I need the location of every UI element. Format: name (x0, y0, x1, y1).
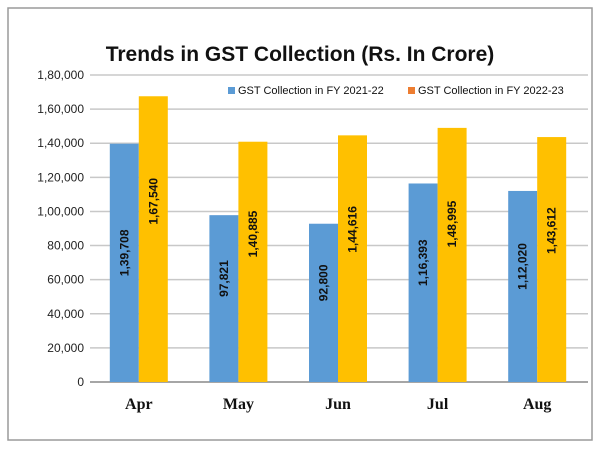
data-label: 1,39,708 (117, 229, 131, 276)
y-tick-label: 1,60,000 (37, 102, 84, 116)
data-label: 1,43,612 (545, 207, 559, 254)
y-tick-label: 60,000 (47, 273, 84, 287)
y-tick-label: 80,000 (47, 239, 84, 253)
legend-label: GST Collection in FY 2021-22 (238, 85, 384, 97)
data-label: 97,821 (217, 260, 231, 297)
data-label: 1,12,020 (516, 243, 530, 290)
data-label: 1,67,540 (146, 178, 160, 225)
y-tick-label: 40,000 (47, 307, 84, 321)
x-tick-label: Jun (325, 396, 351, 413)
bar-jul-series-2 (437, 127, 467, 382)
legend-marker (228, 87, 235, 94)
y-tick-label: 1,00,000 (37, 204, 84, 218)
data-label: 1,44,616 (346, 206, 360, 253)
data-label: 1,40,885 (246, 210, 260, 257)
x-tick-label: Jul (427, 396, 449, 413)
bar-apr-series-1 (109, 143, 139, 382)
x-tick-label: Apr (125, 396, 153, 413)
bar-jul-series-1 (408, 183, 438, 382)
chart-title: Trends in GST Collection (Rs. In Crore) (106, 43, 495, 66)
y-tick-label: 1,40,000 (37, 136, 84, 150)
bar-may-series-2 (238, 141, 268, 382)
data-label: 1,16,393 (416, 239, 430, 286)
y-tick-label: 1,80,000 (37, 68, 84, 82)
bar-aug-series-2 (537, 137, 567, 382)
bar-apr-series-2 (138, 96, 168, 382)
bar-jun-series-2 (338, 135, 367, 382)
x-tick-label: Aug (523, 396, 551, 413)
bar-may-series-1 (209, 215, 239, 382)
bar-jun-series-1 (309, 223, 338, 382)
chart-border (7, 7, 593, 441)
legend-label: GST Collection in FY 2022-23 (418, 85, 564, 97)
data-label: 92,800 (317, 264, 331, 301)
y-tick-label: 1,20,000 (37, 170, 84, 184)
y-tick-label: 0 (77, 375, 84, 389)
bar-aug-series-1 (508, 190, 538, 382)
y-tick-label: 20,000 (47, 341, 84, 355)
legend-marker (408, 87, 415, 94)
data-label: 1,48,995 (445, 200, 459, 247)
x-tick-label: May (223, 396, 254, 413)
